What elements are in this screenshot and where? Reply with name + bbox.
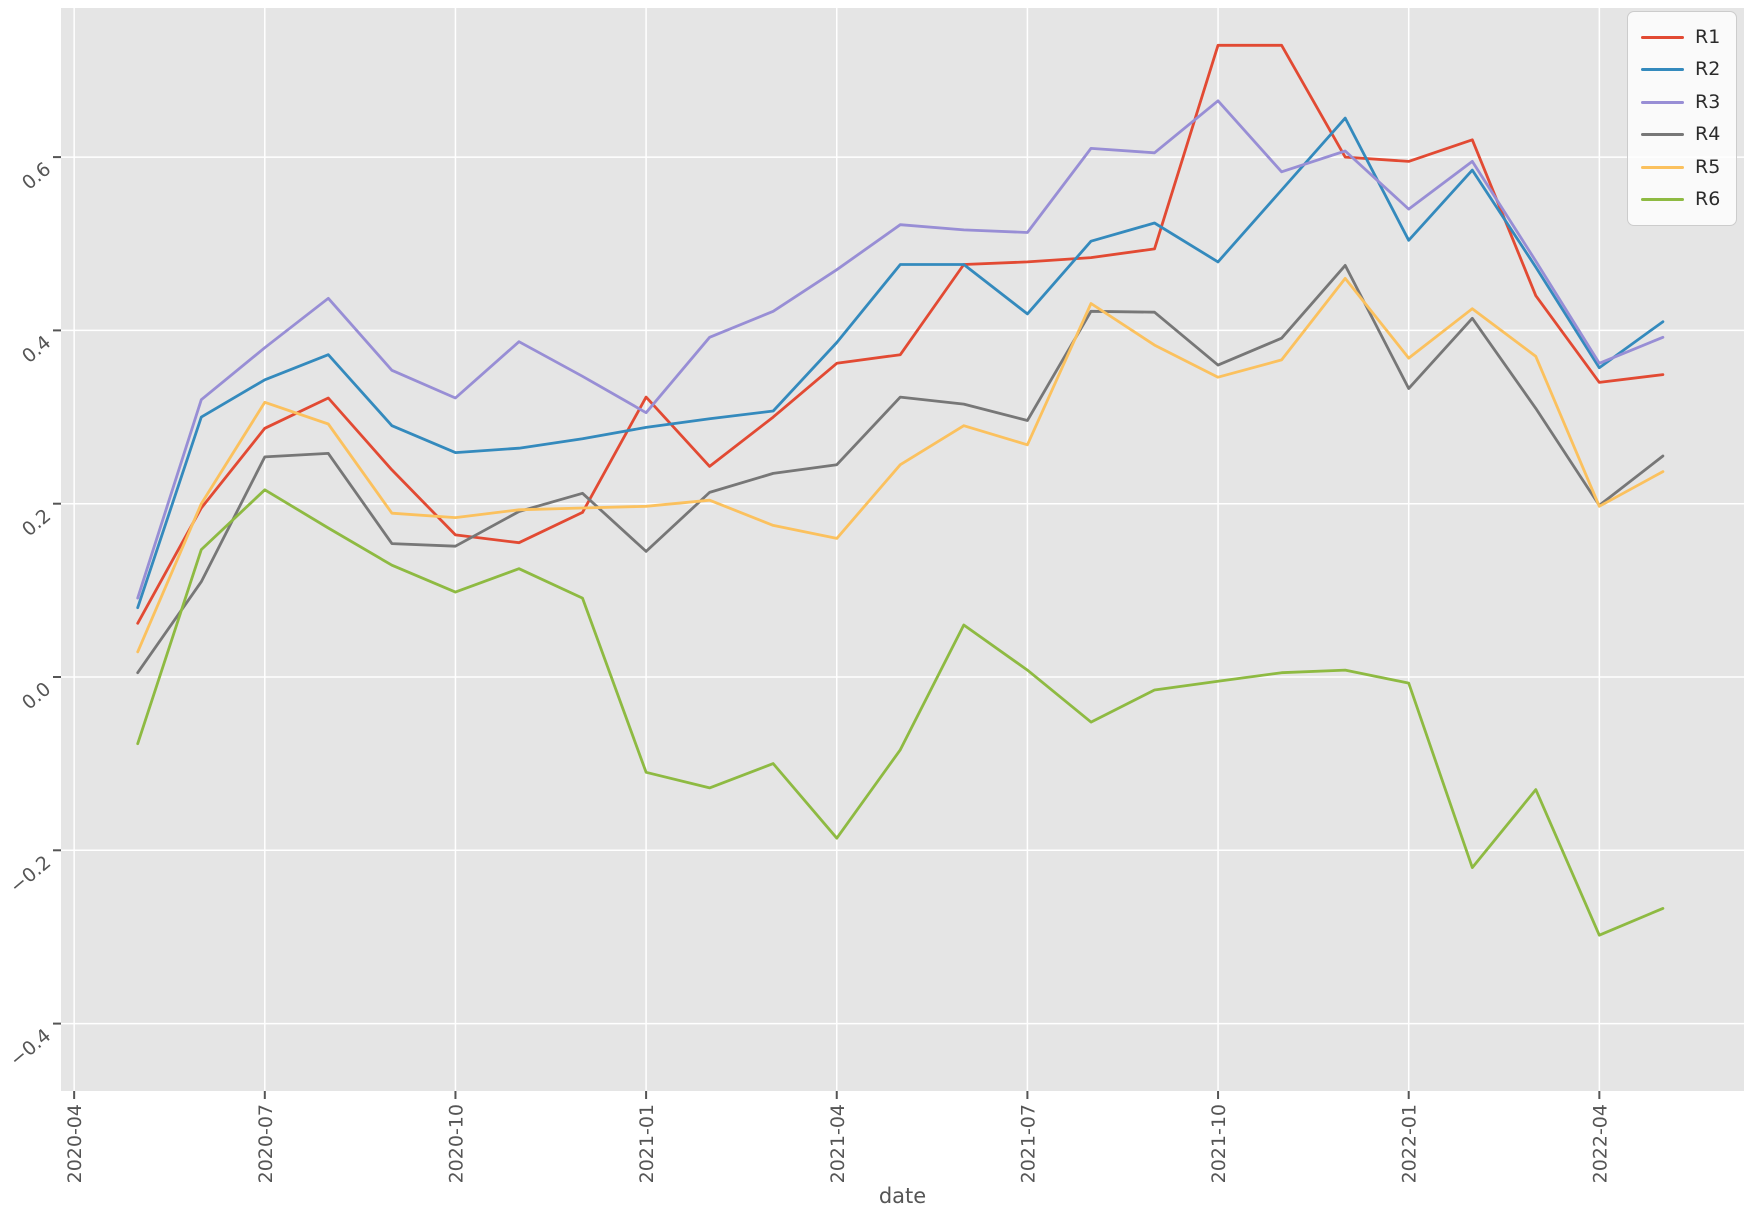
legend-swatch-r4: [1641, 133, 1684, 137]
y-tick-label: −0.4: [6, 1025, 55, 1072]
x-tick-label: 2021-04: [827, 1104, 849, 1183]
series-R6: [136, 488, 1665, 937]
y-tick-labels: 0.6 0.4 0.2 0.0 −0.2 −0.4: [6, 158, 55, 1071]
legend-item: R2: [1641, 54, 1724, 87]
series-R5: [136, 276, 1665, 654]
legend-label: R3: [1695, 90, 1721, 113]
legend-item: R3: [1641, 86, 1724, 119]
plot-area: [61, 8, 1744, 1091]
x-tick-label: 2021-07: [1017, 1104, 1039, 1183]
x-tick-label: 2022-04: [1589, 1104, 1611, 1183]
legend-label: R4: [1695, 123, 1721, 146]
legend-label: R2: [1695, 58, 1721, 81]
legend-item: R1: [1641, 21, 1724, 54]
y-tick-label: 0.4: [18, 331, 55, 367]
x-tick-label: 2021-10: [1208, 1104, 1230, 1183]
legend: R1 R2 R3 R4 R5 R6: [1627, 11, 1737, 226]
y-tick-label: −0.2: [6, 851, 55, 898]
series-R4: [136, 263, 1665, 675]
legend-label: R1: [1695, 25, 1721, 48]
x-tick-label: 2021-01: [636, 1104, 658, 1183]
legend-item: R4: [1641, 119, 1724, 152]
x-tick-label: 2020-07: [255, 1104, 277, 1183]
axis-ticks: [53, 156, 1601, 1099]
legend-swatch-r3: [1641, 100, 1684, 104]
y-tick-label: 0.6: [18, 158, 55, 194]
x-tick-label: 2020-10: [445, 1104, 467, 1183]
legend-label: R6: [1695, 188, 1721, 211]
series-R1: [136, 43, 1665, 625]
legend-swatch-r2: [1641, 68, 1684, 72]
series-R3: [136, 99, 1665, 600]
legend-swatch-r1: [1641, 35, 1684, 39]
legend-item: R6: [1641, 184, 1724, 217]
x-tick-label: 2022-01: [1399, 1104, 1421, 1183]
gridlines: [61, 8, 1744, 1091]
series-R2: [136, 116, 1665, 610]
legend-item: R5: [1641, 151, 1724, 184]
x-tick-label: 2020-04: [64, 1104, 86, 1183]
legend-label: R5: [1695, 155, 1721, 178]
x-axis-label: date: [879, 1184, 926, 1208]
y-tick-label: 0.0: [18, 678, 55, 714]
legend-swatch-r6: [1641, 198, 1684, 202]
legend-swatch-r5: [1641, 165, 1684, 169]
x-tick-labels: 2020-04 2020-07 2020-10 2021-01 2021-04 2021-…: [64, 1104, 1611, 1183]
y-tick-label: 0.2: [18, 505, 55, 541]
